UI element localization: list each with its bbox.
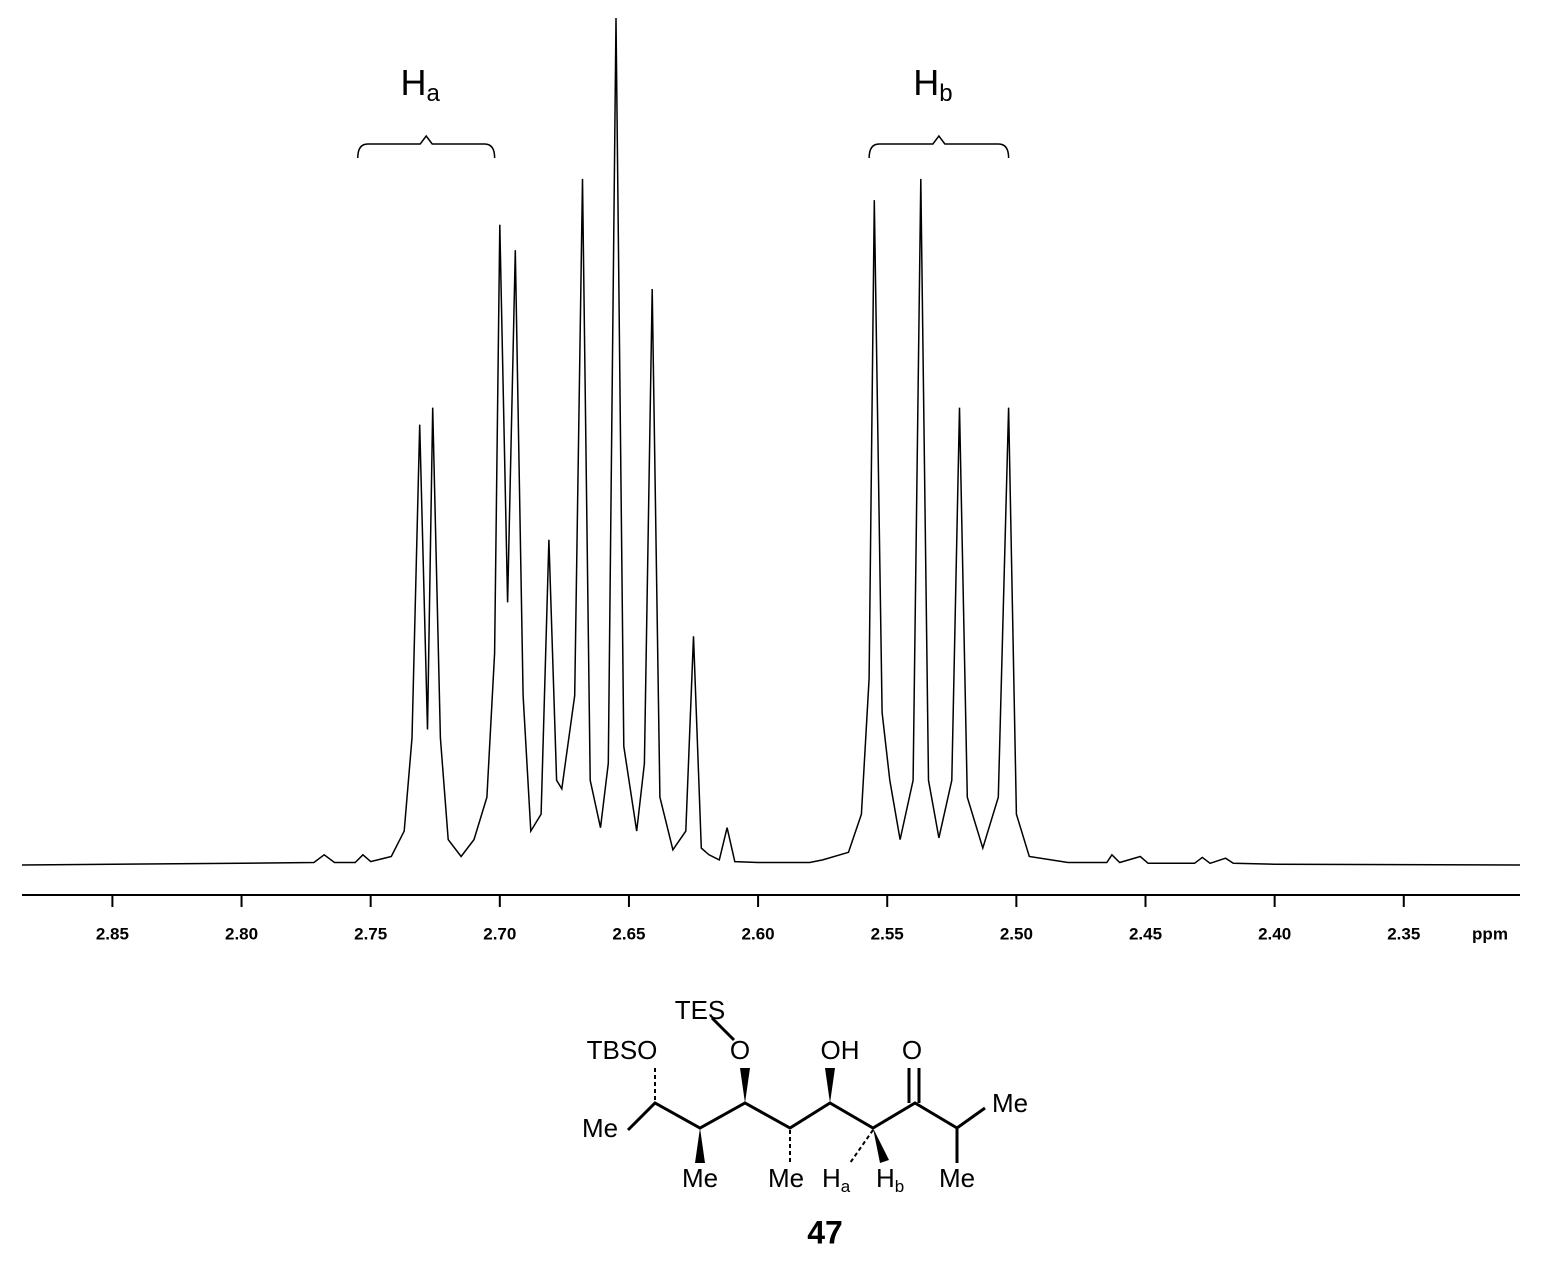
atom-label: Me [582,1113,618,1143]
x-tick-label: 2.80 [225,924,258,943]
subscript: b [895,1177,904,1196]
symbol: H [822,1163,841,1193]
atom-label: O [902,1035,922,1065]
bond [626,1101,986,1132]
x-tick-label: 2.55 [871,924,904,943]
wedge [825,1068,835,1103]
atom-label: O [730,1035,750,1065]
symbol: H [876,1163,895,1193]
brace [868,134,1010,159]
annotation: Hb [913,62,952,108]
x-tick-label: 2.50 [1000,924,1033,943]
atom-label: TES [675,995,726,1025]
x-tick-label: 2.70 [483,924,516,943]
x-tick-label: 2.65 [612,924,645,943]
annotation-subscript: a [427,80,441,107]
annotation-symbol: H [401,62,427,103]
wedge [873,1128,889,1163]
subscript: a [841,1177,851,1196]
atom-label: Me [768,1163,804,1193]
x-tick-label: 2.75 [354,924,387,943]
atom-label: Me [939,1163,975,1193]
atom-label: Me [682,1163,718,1193]
x-tick-label: 2.60 [742,924,775,943]
x-axis-label: ppm [1472,924,1508,943]
hydrogen-label: Hb [876,1163,904,1197]
wedge [740,1068,750,1103]
atom-label: OH [821,1035,860,1065]
annotation-subscript: b [939,80,952,107]
bond [849,1129,874,1164]
x-tick-label: 2.40 [1258,924,1291,943]
x-tick-label: 2.45 [1129,924,1162,943]
bond [710,1016,736,1042]
annotation-symbol: H [913,62,939,103]
atom-label: Me [992,1088,1028,1118]
hydrogen-label: Ha [822,1163,851,1197]
wedge [695,1128,705,1163]
annotation: Ha [401,62,441,108]
compound-number: 47 [807,1214,843,1250]
spectrum-line [21,17,1521,866]
structure: TES TBSO O OH O Me Me Me Me Me Ha Hb 47 [582,995,1028,1251]
x-tick-label: 2.85 [96,924,129,943]
brace [357,134,496,159]
x-tick-label: 2.35 [1387,924,1420,943]
bond [907,1068,921,1103]
atom-label: TBSO [587,1035,658,1065]
